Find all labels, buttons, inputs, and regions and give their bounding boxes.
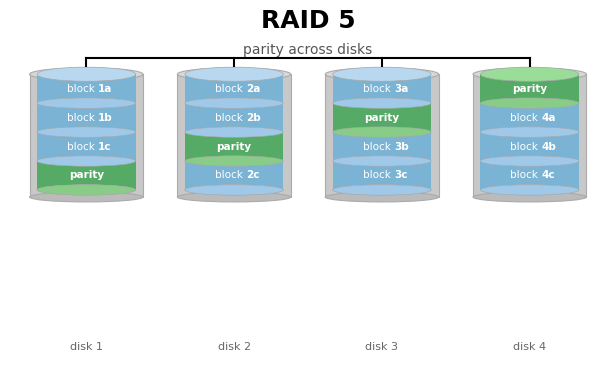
- Text: 4b: 4b: [542, 142, 557, 151]
- Text: 2a: 2a: [246, 84, 261, 93]
- FancyBboxPatch shape: [37, 132, 136, 161]
- Text: parity across disks: parity across disks: [243, 43, 373, 57]
- Text: block 3b: block 3b: [0, 370, 1, 371]
- Text: block: block: [67, 113, 98, 122]
- Text: parity: parity: [512, 84, 548, 93]
- Ellipse shape: [37, 127, 136, 137]
- Ellipse shape: [30, 68, 143, 81]
- Text: block: block: [215, 84, 246, 93]
- FancyBboxPatch shape: [333, 74, 431, 103]
- FancyBboxPatch shape: [473, 74, 586, 197]
- Ellipse shape: [333, 185, 431, 195]
- FancyBboxPatch shape: [480, 132, 579, 161]
- Ellipse shape: [177, 68, 291, 81]
- Text: 2c: 2c: [246, 171, 259, 180]
- FancyBboxPatch shape: [30, 74, 143, 197]
- Ellipse shape: [185, 156, 283, 166]
- FancyBboxPatch shape: [185, 103, 283, 132]
- FancyBboxPatch shape: [325, 74, 439, 197]
- Ellipse shape: [333, 67, 431, 81]
- Ellipse shape: [37, 185, 136, 195]
- Text: 4a: 4a: [542, 113, 556, 122]
- Text: block 4c: block 4c: [0, 370, 1, 371]
- Text: disk 1: disk 1: [70, 342, 103, 352]
- Text: 2b: 2b: [246, 113, 261, 122]
- Ellipse shape: [333, 127, 431, 137]
- Text: disk 3: disk 3: [365, 342, 399, 352]
- Text: block: block: [67, 84, 98, 93]
- Text: block 4a: block 4a: [0, 370, 1, 371]
- Ellipse shape: [37, 185, 136, 195]
- Ellipse shape: [37, 98, 136, 108]
- Text: block 1b: block 1b: [0, 370, 1, 371]
- Text: parity: parity: [68, 171, 104, 180]
- Ellipse shape: [177, 192, 291, 202]
- FancyBboxPatch shape: [37, 103, 136, 132]
- Ellipse shape: [333, 156, 431, 166]
- Ellipse shape: [480, 98, 579, 108]
- Ellipse shape: [480, 185, 579, 195]
- FancyBboxPatch shape: [177, 74, 291, 197]
- FancyBboxPatch shape: [480, 103, 579, 132]
- FancyBboxPatch shape: [185, 161, 283, 190]
- Text: block: block: [215, 171, 246, 180]
- Text: parity: parity: [364, 113, 400, 122]
- Text: 1a: 1a: [99, 84, 113, 93]
- Ellipse shape: [185, 185, 283, 195]
- Ellipse shape: [480, 127, 579, 137]
- Ellipse shape: [333, 185, 431, 195]
- Ellipse shape: [185, 127, 283, 137]
- Text: RAID 5: RAID 5: [261, 9, 355, 33]
- Text: block: block: [363, 142, 394, 151]
- Text: block 4b: block 4b: [0, 370, 1, 371]
- Ellipse shape: [473, 192, 586, 202]
- Text: 3c: 3c: [394, 171, 407, 180]
- Ellipse shape: [480, 67, 579, 81]
- Ellipse shape: [185, 185, 283, 195]
- FancyBboxPatch shape: [480, 74, 579, 103]
- FancyBboxPatch shape: [333, 161, 431, 190]
- Ellipse shape: [480, 156, 579, 166]
- Ellipse shape: [185, 67, 283, 81]
- Text: 3b: 3b: [394, 142, 408, 151]
- Text: block: block: [67, 142, 98, 151]
- Text: block 3a: block 3a: [0, 370, 1, 371]
- Text: block 2a: block 2a: [0, 370, 1, 371]
- Text: block 2b: block 2b: [0, 370, 1, 371]
- Ellipse shape: [325, 192, 439, 202]
- FancyBboxPatch shape: [37, 161, 136, 190]
- FancyBboxPatch shape: [333, 132, 431, 161]
- Text: 4c: 4c: [542, 171, 556, 180]
- Text: block: block: [363, 171, 394, 180]
- Text: block: block: [511, 171, 541, 180]
- Text: 1b: 1b: [99, 113, 113, 122]
- Ellipse shape: [473, 68, 586, 81]
- Text: block: block: [511, 113, 541, 122]
- Text: block 3c: block 3c: [0, 370, 1, 371]
- Text: block: block: [511, 142, 541, 151]
- Ellipse shape: [37, 156, 136, 166]
- FancyBboxPatch shape: [185, 74, 283, 103]
- Ellipse shape: [30, 192, 143, 202]
- Ellipse shape: [37, 67, 136, 81]
- Ellipse shape: [333, 98, 431, 108]
- Text: block: block: [215, 113, 246, 122]
- Text: block: block: [363, 84, 394, 93]
- Text: parity: parity: [216, 142, 252, 151]
- Text: 3a: 3a: [394, 84, 408, 93]
- FancyBboxPatch shape: [333, 103, 431, 132]
- Text: block 2c: block 2c: [0, 370, 1, 371]
- Ellipse shape: [480, 185, 579, 195]
- Text: disk 4: disk 4: [513, 342, 546, 352]
- Text: disk 2: disk 2: [217, 342, 251, 352]
- Text: block 1a: block 1a: [0, 370, 1, 371]
- Ellipse shape: [325, 68, 439, 81]
- Text: block 1c: block 1c: [0, 370, 1, 371]
- Ellipse shape: [185, 98, 283, 108]
- FancyBboxPatch shape: [185, 132, 283, 161]
- FancyBboxPatch shape: [37, 74, 136, 103]
- Text: 1c: 1c: [99, 142, 111, 151]
- FancyBboxPatch shape: [480, 161, 579, 190]
